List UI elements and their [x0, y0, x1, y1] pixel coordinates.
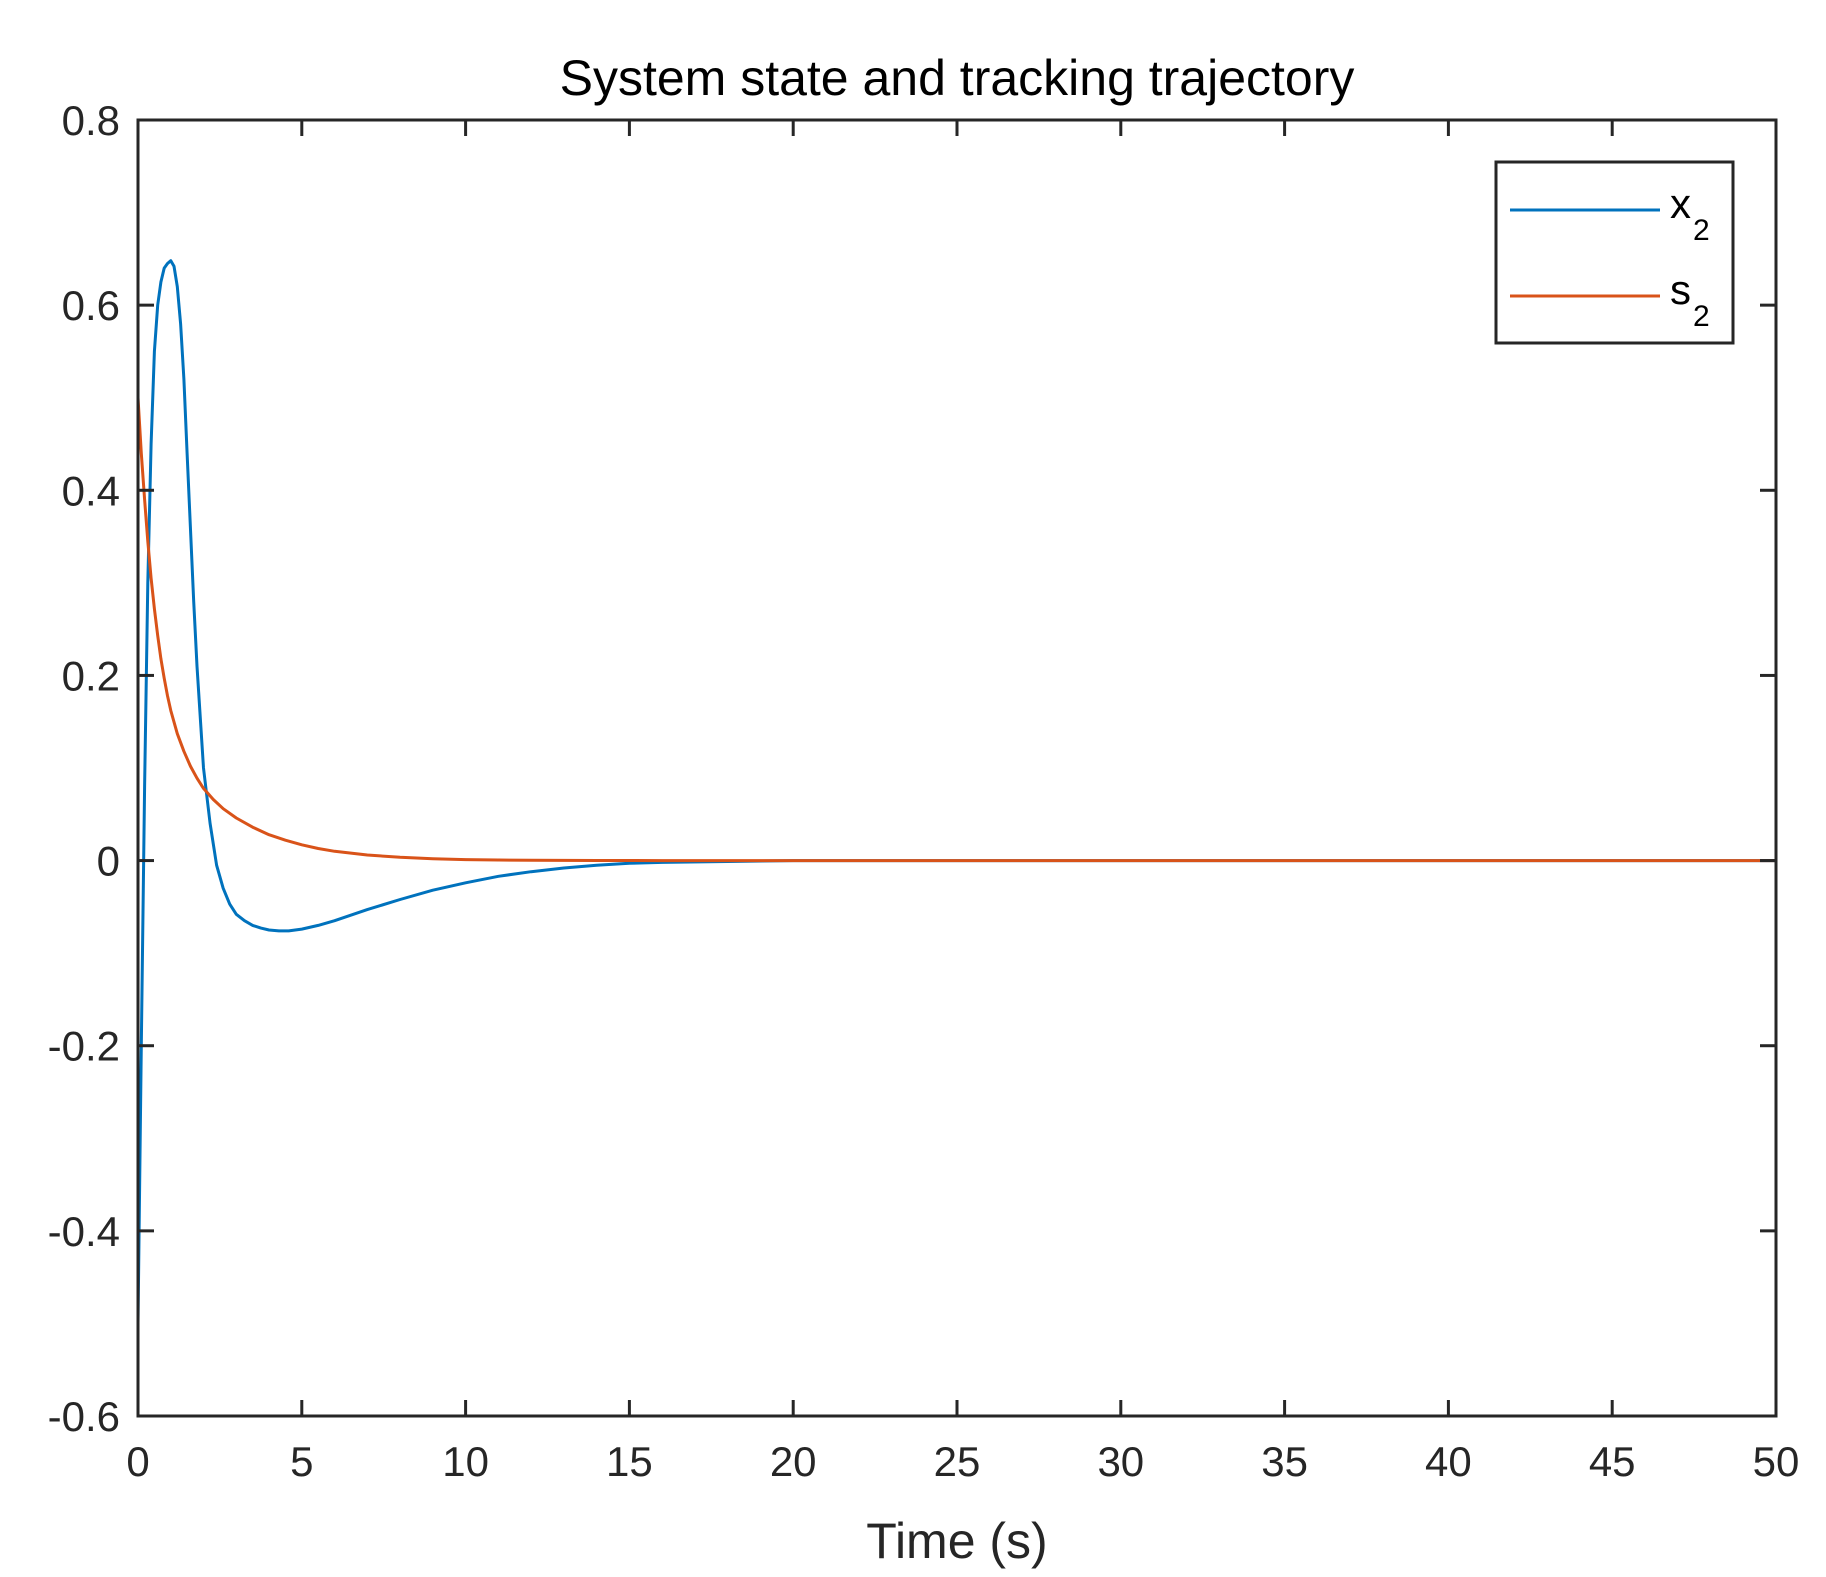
y-tick-label: 0.2: [62, 652, 120, 699]
x-tick-label: 30: [1097, 1438, 1144, 1485]
x-axis-label: Time (s): [866, 1513, 1047, 1569]
x-tick-label: 25: [934, 1438, 981, 1485]
y-tick-label: 0.6: [62, 282, 120, 329]
tick-layer: [136, 118, 1778, 1418]
x-tick-label: 0: [126, 1438, 149, 1485]
y-tick-label: 0.4: [62, 467, 120, 514]
x-tick-label: 5: [290, 1438, 313, 1485]
y-tick-label: 0: [97, 838, 120, 885]
series-line-s2: [136, 396, 1778, 863]
y-tick-labels: -0.6 -0.4 -0.2 0 0.2 0.4 0.6 0.8: [48, 97, 120, 1440]
x-tick-label: 20: [770, 1438, 817, 1485]
x-tick-label: 35: [1261, 1438, 1308, 1485]
chart-title: System state and tracking trajectory: [560, 50, 1355, 106]
series-layer: [136, 259, 1778, 1325]
y-tick-label: 0.8: [62, 97, 120, 144]
x-tick-labels: 0 5 10 15 20 25 30 35 40 45 50: [126, 1438, 1799, 1485]
x-tick-label: 40: [1425, 1438, 1472, 1485]
legend-box: [1494, 160, 1735, 345]
x-tick-label: 50: [1753, 1438, 1800, 1485]
x-tick-label: 15: [606, 1438, 653, 1485]
x-tick-label: 10: [442, 1438, 489, 1485]
y-tick-label: -0.2: [48, 1023, 120, 1070]
x-tick-label: 45: [1589, 1438, 1636, 1485]
y-tick-label: -0.6: [48, 1393, 120, 1440]
y-tick-label: -0.4: [48, 1208, 120, 1255]
series-line-x2: [136, 259, 1778, 1325]
